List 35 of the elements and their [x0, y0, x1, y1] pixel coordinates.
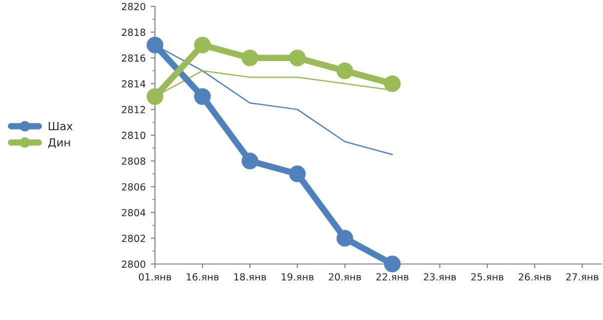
x-tick-label: 18.янв — [234, 273, 266, 281]
y-tick-label: 2814 — [122, 80, 146, 88]
x-tick-label: 19.янв — [282, 273, 314, 281]
x-tick-label: 26.янв — [518, 273, 551, 281]
point — [242, 152, 258, 170]
legend-label: Шах — [48, 122, 73, 130]
y-tick-label: 2804 — [122, 208, 146, 216]
y-tick-label: 2810 — [122, 132, 146, 140]
x-tick-label: 25.янв — [471, 273, 504, 281]
legend-label: Дин — [48, 138, 70, 148]
x-tick-label: 22.янв — [376, 273, 408, 280]
y-tick-label: 2806 — [122, 183, 146, 191]
point — [194, 36, 211, 54]
x-tick-label: 23.янв — [424, 273, 456, 281]
x-tick-label: 01.янв — [138, 273, 172, 281]
point — [336, 62, 354, 80]
point — [194, 88, 211, 105]
y-tick-label: 2802 — [122, 234, 145, 242]
y-tick-label: 2816 — [122, 54, 146, 62]
point — [384, 75, 401, 92]
y-tick-label: 2812 — [122, 106, 145, 114]
point — [242, 50, 258, 66]
y-tick-label: 2820 — [122, 2, 146, 10]
point — [336, 230, 354, 247]
point — [146, 88, 164, 105]
point — [146, 36, 164, 54]
y-tick-label: 2800 — [122, 260, 146, 268]
point — [384, 256, 401, 272]
x-tick-label: 16.янв — [186, 273, 219, 281]
x-tick-label: 27.янв — [566, 273, 598, 280]
y-tick-label: 2808 — [122, 157, 146, 165]
point — [289, 166, 306, 182]
x-tick-label: 20.янв — [328, 273, 361, 281]
point — [289, 50, 306, 66]
y-tick-label: 2818 — [122, 28, 146, 36]
